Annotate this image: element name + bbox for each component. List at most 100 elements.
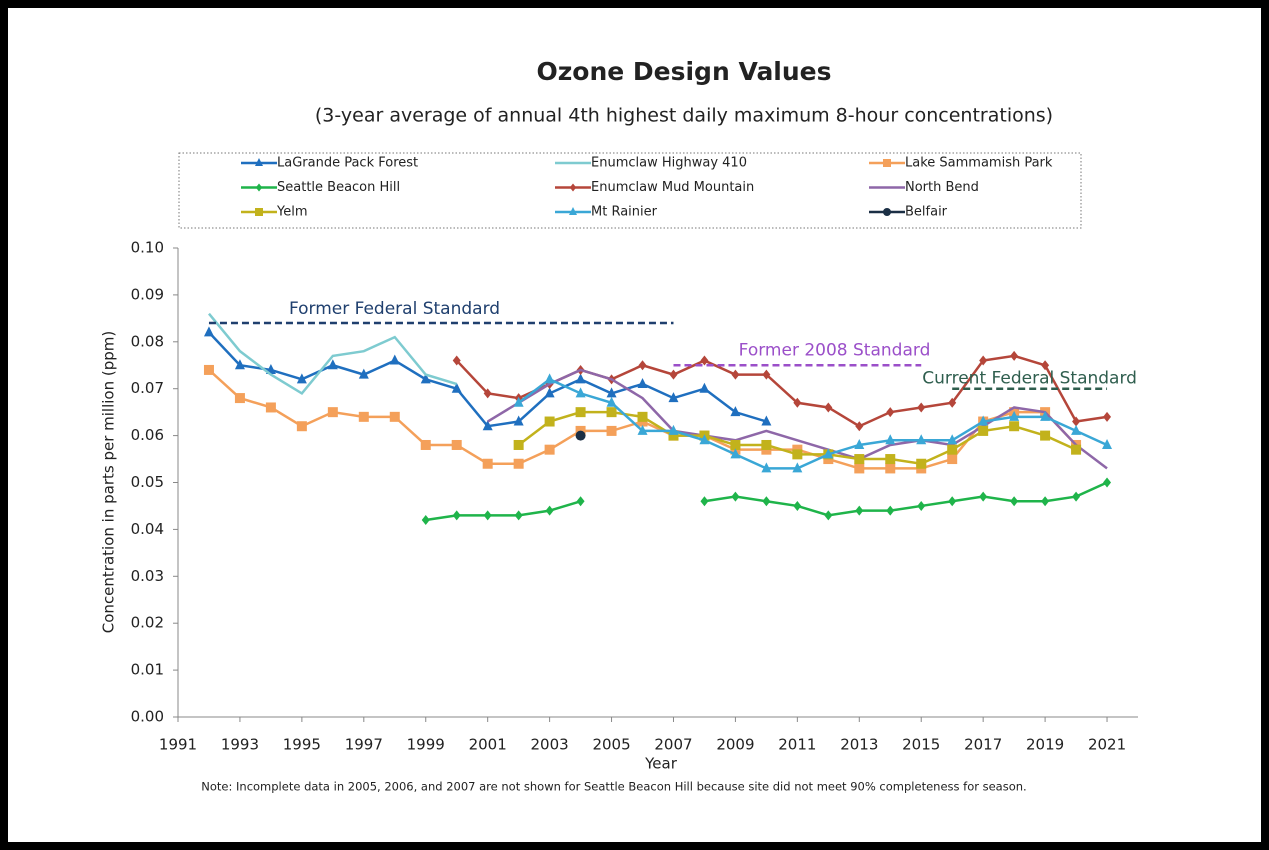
- marker: [514, 510, 523, 521]
- x-tick-label: 1997: [345, 736, 383, 754]
- x-tick-label: 2007: [654, 736, 692, 754]
- marker: [451, 439, 462, 450]
- reference-label: Former 2008 Standard: [739, 340, 931, 360]
- x-tick-label: 2021: [1088, 736, 1126, 754]
- marker: [916, 434, 927, 445]
- marker: [793, 397, 802, 408]
- marker: [669, 369, 678, 380]
- x-tick-label: 2019: [1026, 736, 1064, 754]
- marker: [978, 425, 989, 436]
- y-tick-label: 0.08: [131, 332, 164, 350]
- marker: [575, 387, 586, 398]
- marker: [513, 458, 524, 469]
- marker: [824, 510, 833, 521]
- series-line: [517, 377, 1108, 470]
- marker: [979, 491, 988, 502]
- marker: [637, 411, 648, 422]
- marker: [575, 373, 586, 384]
- legend-label: Mt Rainier: [591, 205, 658, 220]
- x-tick-label: 2003: [531, 736, 569, 754]
- marker: [948, 397, 957, 408]
- marker: [1009, 410, 1020, 421]
- marker: [606, 387, 617, 398]
- marker: [948, 496, 957, 507]
- marker: [886, 407, 895, 418]
- marker: [761, 439, 772, 450]
- y-axis-label: Concentration in parts per million (ppm): [100, 331, 118, 633]
- marker: [761, 462, 772, 473]
- marker: [762, 369, 771, 380]
- marker: [792, 449, 803, 460]
- legend-label: LaGrande Pack Forest: [277, 156, 418, 171]
- marker: [389, 411, 400, 422]
- marker: [545, 505, 554, 516]
- legend-label: North Bend: [905, 180, 979, 195]
- note: Note: Incomplete data in 2005, 2006, and…: [201, 780, 1026, 794]
- marker: [327, 407, 338, 418]
- marker: [389, 354, 400, 365]
- y-tick-label: 0.10: [131, 239, 164, 257]
- marker: [761, 415, 772, 426]
- marker: [978, 415, 989, 426]
- x-tick-label: 2015: [902, 736, 940, 754]
- legend-label: Enumclaw Highway 410: [591, 156, 747, 171]
- marker: [296, 373, 307, 384]
- marker: [575, 407, 586, 418]
- marker: [917, 500, 926, 511]
- marker: [731, 369, 740, 380]
- marker: [762, 496, 771, 507]
- marker: [606, 425, 617, 436]
- legend-label: Enumclaw Mud Mountain: [591, 180, 754, 195]
- marker: [513, 415, 524, 426]
- marker: [420, 439, 431, 450]
- marker: [792, 462, 803, 473]
- x-tick-label: 1995: [283, 736, 321, 754]
- marker: [883, 208, 891, 216]
- marker: [234, 359, 245, 370]
- marker: [1040, 410, 1051, 421]
- x-tick-label: 2017: [964, 736, 1002, 754]
- marker: [855, 421, 864, 432]
- marker: [255, 183, 263, 192]
- marker: [451, 382, 462, 393]
- marker: [885, 434, 896, 445]
- legend-box: [178, 152, 1082, 229]
- marker: [203, 326, 214, 337]
- x-tick-label: 1999: [407, 736, 445, 754]
- marker: [1010, 350, 1019, 361]
- marker: [1103, 411, 1112, 422]
- legend-label: Seattle Beacon Hill: [277, 180, 400, 195]
- marker: [668, 424, 679, 435]
- marker: [730, 448, 741, 459]
- marker: [638, 360, 647, 371]
- y-tick-label: 0.06: [131, 426, 164, 444]
- marker: [979, 355, 988, 366]
- series-line: [208, 312, 458, 396]
- series-line: [425, 481, 1108, 522]
- marker: [452, 355, 461, 366]
- marker: [699, 434, 710, 445]
- marker: [1072, 491, 1081, 502]
- x-tick-label: 2005: [592, 736, 630, 754]
- marker: [255, 208, 263, 216]
- marker: [700, 496, 709, 507]
- marker: [296, 421, 307, 432]
- marker: [637, 424, 648, 435]
- marker: [569, 183, 577, 192]
- marker: [668, 392, 679, 403]
- marker: [1040, 430, 1051, 441]
- legend-label: Lake Sammamish Park: [905, 156, 1053, 171]
- marker: [575, 430, 586, 441]
- reference-label: Current Federal Standard: [922, 369, 1137, 389]
- y-tick-label: 0.00: [131, 708, 164, 726]
- marker: [482, 420, 493, 431]
- marker: [947, 434, 958, 445]
- marker: [637, 378, 648, 389]
- marker: [327, 359, 338, 370]
- marker: [885, 463, 896, 474]
- marker: [483, 388, 492, 399]
- x-tick-label: 1993: [221, 736, 259, 754]
- marker: [1041, 496, 1050, 507]
